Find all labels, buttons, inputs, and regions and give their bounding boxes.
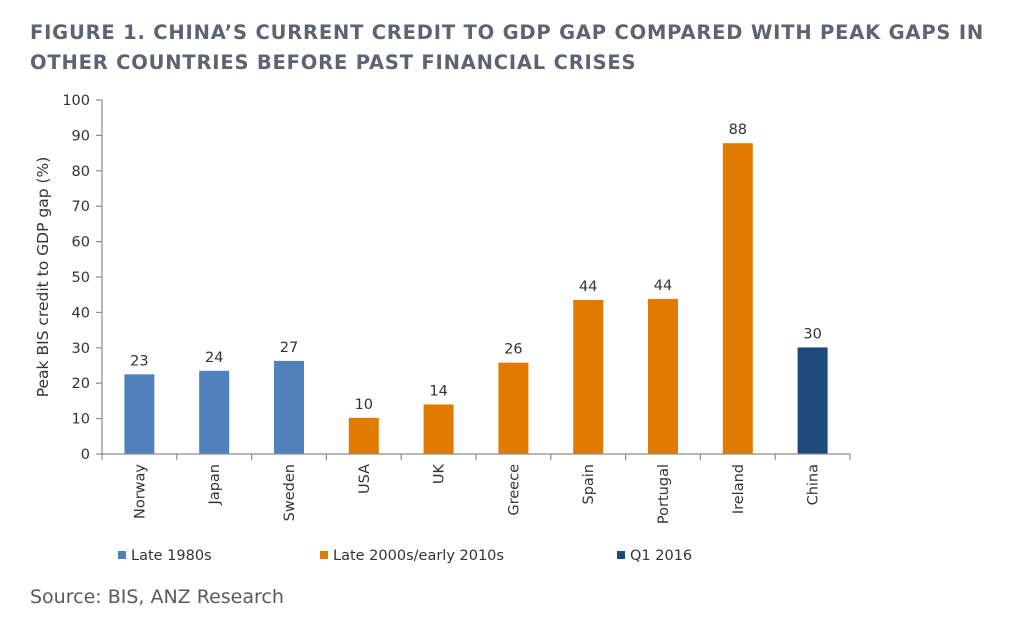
bars-group: 23 24 27 10 14 26 44 44 88 30 (124, 122, 828, 455)
y-axis: 0 10 20 30 40 50 60 70 80 90 100 (62, 93, 103, 463)
chart-title-line-2: OTHER COUNTRIES BEFORE PAST FINANCIAL CR… (30, 51, 637, 74)
x-tick-label-portugal: Portugal (656, 464, 672, 524)
x-tick-label-japan: Japan (207, 464, 223, 505)
y-tick-label: 20 (72, 376, 90, 392)
bar-japan (199, 370, 230, 454)
y-tick-label: 50 (72, 270, 90, 286)
chart-title: FIGURE 1. CHINA’S CURRENT CREDIT TO GDP … (30, 18, 1010, 78)
bar-ireland (722, 143, 753, 455)
y-tick-label: 0 (81, 447, 90, 463)
y-tick-label: 40 (72, 305, 90, 321)
x-axis: Norway Japan Sweden USA UK Greece Spain Portuga… (101, 453, 851, 524)
source-note: Source: BIS, ANZ Research (30, 586, 284, 608)
data-label-usa: 10 (355, 397, 373, 413)
legend: Late 1980s Late 2000s/early 2010s Q1 2016 (118, 548, 692, 564)
bar-usa (348, 417, 379, 454)
x-tick-label-usa: USA (357, 464, 373, 494)
x-tick-label-greece: Greece (506, 464, 522, 516)
x-tick-label-ireland: Ireland (731, 464, 747, 514)
legend-label-q1_2016: Q1 2016 (630, 548, 692, 564)
x-tick-label-spain: Spain (581, 464, 597, 505)
data-label-china: 30 (803, 326, 821, 342)
y-tick-label: 10 (72, 412, 90, 428)
data-label-greece: 26 (504, 342, 522, 358)
data-label-uk: 14 (429, 383, 447, 399)
y-tick-label: 30 (72, 341, 90, 357)
data-label-portugal: 44 (654, 278, 672, 294)
y-tick-label: 70 (72, 199, 90, 215)
data-label-sweden: 27 (280, 340, 298, 356)
x-tick-label-sweden: Sweden (282, 464, 298, 521)
legend-swatch-late_2000s (320, 551, 328, 559)
bar-greece (498, 362, 529, 454)
data-label-spain: 44 (579, 279, 597, 295)
y-axis-title-group: Peak BIS credit to GDP gap (%) (34, 157, 52, 398)
y-tick-label: 100 (62, 93, 90, 109)
data-label-japan: 24 (205, 350, 223, 366)
x-tick-label-norway: Norway (132, 464, 148, 519)
bar-norway (124, 374, 155, 454)
data-label-ireland: 88 (729, 122, 747, 138)
y-tick-label: 90 (72, 128, 90, 144)
bar-china (797, 347, 828, 454)
y-axis-label: Peak BIS credit to GDP gap (%) (34, 157, 52, 398)
bar-uk (423, 404, 454, 454)
bar-portugal (648, 298, 678, 454)
y-tick-label: 60 (72, 235, 90, 251)
x-tick-label-uk: UK (432, 464, 448, 485)
data-label-norway: 23 (130, 353, 148, 369)
legend-swatch-q1_2016 (617, 551, 625, 559)
y-tick-label: 80 (72, 164, 90, 180)
legend-label-late_1980s: Late 1980s (131, 548, 212, 564)
bar-sweden (274, 360, 304, 454)
x-tick-label-china: China (806, 464, 822, 505)
chart-title-line-1: FIGURE 1. CHINA’S CURRENT CREDIT TO GDP … (30, 21, 985, 44)
legend-swatch-late_1980s (118, 551, 126, 559)
bar-spain (573, 300, 604, 454)
legend-label-late_2000s: Late 2000s/early 2010s (333, 548, 504, 564)
